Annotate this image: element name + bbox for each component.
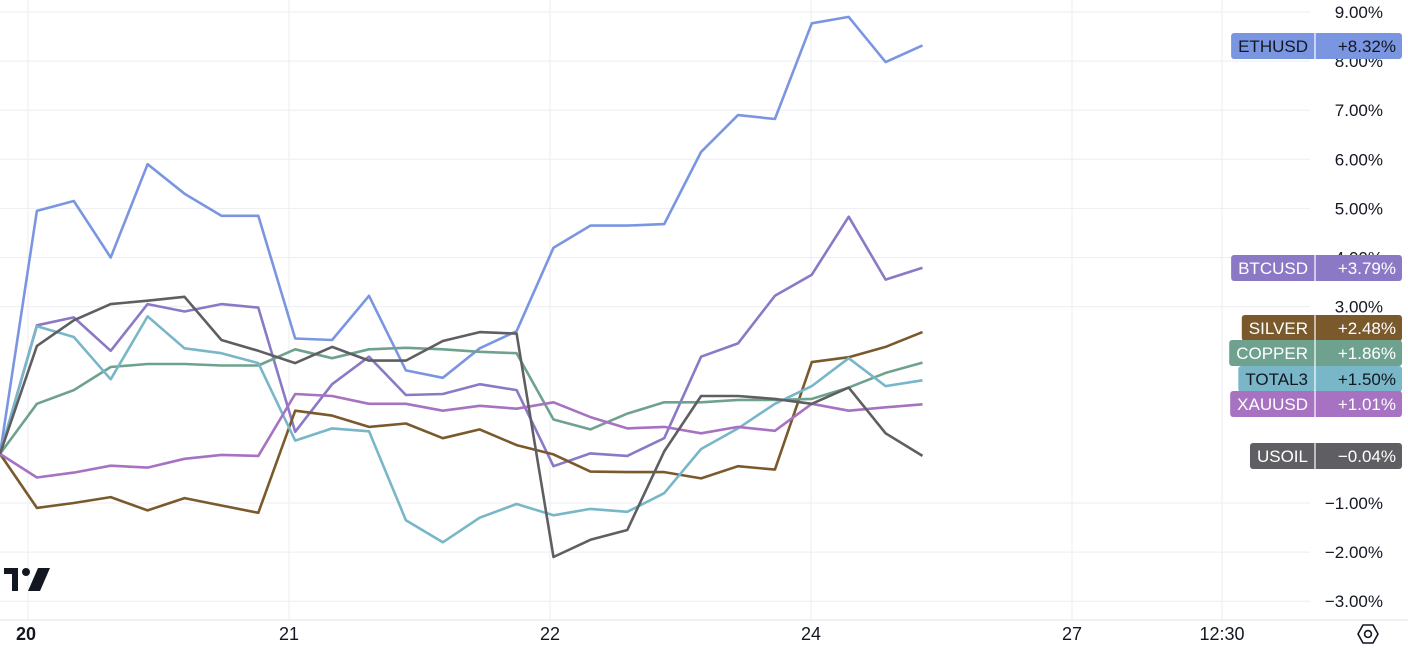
series-price-tags: ETHUSD +8.32% BTCUSD +3.79% SILVER +2.48% COPP… [1229,33,1402,469]
series-line-silver[interactable] [0,330,923,515]
tag-total3[interactable]: TOTAL3 +1.50% [1238,366,1402,392]
tag-background [1229,340,1402,366]
series-line-ethusd[interactable] [0,15,924,455]
tag-value: −0.04% [1338,447,1396,466]
y-tick-label: 5.00% [1335,199,1383,218]
y-tick-label: −1.00% [1325,494,1383,513]
x-tick-label: 27 [1062,624,1082,644]
tag-background [1230,391,1402,417]
x-tick-label: 20 [16,624,36,644]
tag-name: XAUUSD [1237,395,1308,414]
x-tick-label: 24 [801,624,821,644]
series-line-btcusd[interactable] [0,215,923,468]
tag-name: TOTAL3 [1245,370,1308,389]
gear-icon[interactable] [1357,624,1379,644]
tag-value: +3.79% [1338,259,1396,278]
tag-name: COPPER [1236,344,1308,363]
tag-silver[interactable]: SILVER +2.48% [1241,315,1402,341]
y-tick-label: −3.00% [1325,592,1383,611]
tag-background [1238,366,1402,392]
tag-ethusd[interactable]: ETHUSD +8.32% [1231,33,1402,59]
y-tick-label: 6.00% [1335,150,1383,169]
series-line-copper[interactable] [0,346,923,455]
tag-value: +8.32% [1338,37,1396,56]
series-line-xauusd[interactable] [0,392,923,479]
chart-grid [0,0,1408,621]
tag-xauusd[interactable]: XAUUSD +1.01% [1230,391,1402,417]
y-tick-label: −2.00% [1325,543,1383,562]
y-tick-label: 7.00% [1335,101,1383,120]
tag-value: +2.48% [1338,319,1396,338]
y-tick-label: 9.00% [1335,3,1383,22]
gear-outline [1357,624,1379,644]
x-tick-label: 22 [540,624,560,644]
series-line-total3[interactable] [0,315,923,544]
tag-name: USOIL [1257,447,1308,466]
tradingview-logo[interactable]: TV [4,567,50,591]
tag-usoil[interactable]: USOIL −0.04% [1249,443,1402,469]
tag-background [1249,443,1402,469]
x-tick-label: 21 [279,624,299,644]
tag-btcusd[interactable]: BTCUSD +3.79% [1231,255,1402,281]
series-lines [0,15,924,559]
tag-value: +1.86% [1338,344,1396,363]
tag-copper[interactable]: COPPER +1.86% [1229,340,1402,366]
logo-mark [4,568,18,591]
tag-value: +1.50% [1338,370,1396,389]
series-line-usoil[interactable] [0,295,924,559]
x-tick-label: 12:30 [1199,624,1244,644]
tag-name: BTCUSD [1238,259,1308,278]
tag-background [1231,255,1402,281]
tag-name: ETHUSD [1238,37,1308,56]
logo-dot [22,568,30,576]
y-axis: 9.00%8.00%7.00%6.00%5.00%4.00%3.00%−1.00… [1325,3,1383,611]
tag-name: SILVER [1249,319,1308,338]
gear-center [1363,629,1373,639]
tag-background [1241,315,1402,341]
tag-value: +1.01% [1338,395,1396,414]
logo-slash [28,568,50,591]
y-tick-label: 3.00% [1335,298,1383,317]
x-axis: 20 21 22 24 27 12:30 [16,624,1245,644]
tag-background [1231,33,1402,59]
